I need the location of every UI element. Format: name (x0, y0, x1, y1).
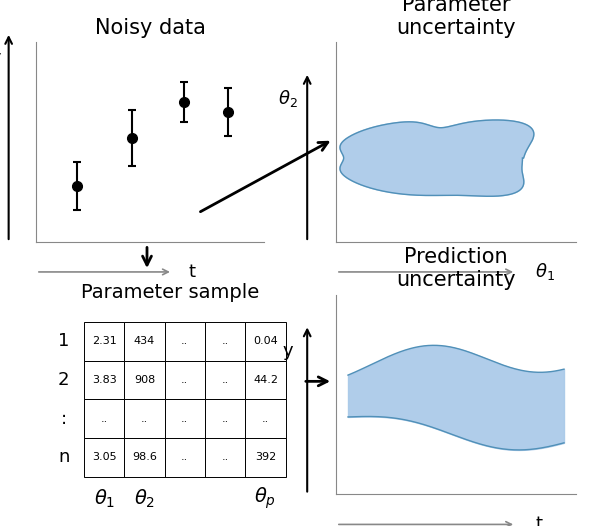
Bar (84, 399, 124, 438)
Polygon shape (340, 120, 534, 196)
Text: 2.31: 2.31 (92, 336, 116, 346)
Bar (205, 399, 245, 438)
Bar (164, 438, 205, 477)
Bar (124, 399, 164, 438)
Text: :: : (61, 410, 67, 428)
Text: 434: 434 (134, 336, 155, 346)
Title: Parameter
uncertainty: Parameter uncertainty (396, 0, 516, 38)
Bar (245, 438, 286, 477)
Text: 392: 392 (255, 452, 276, 462)
Bar (245, 399, 286, 438)
Bar (84, 438, 124, 477)
Text: y: y (283, 341, 293, 360)
Text: ..: .. (101, 413, 108, 424)
Text: 1: 1 (58, 332, 70, 350)
Text: t: t (189, 263, 196, 281)
Bar (205, 361, 245, 399)
Text: $\theta_2$: $\theta_2$ (134, 488, 155, 510)
Text: ..: .. (181, 336, 188, 346)
Text: y: y (0, 48, 1, 67)
Title: Prediction
uncertainty: Prediction uncertainty (396, 247, 516, 290)
Text: ..: .. (221, 336, 229, 346)
Text: ..: .. (141, 413, 148, 424)
Text: 3.05: 3.05 (92, 452, 116, 462)
Bar (245, 361, 286, 399)
Bar (164, 322, 205, 361)
Bar (164, 399, 205, 438)
Text: ..: .. (221, 375, 229, 385)
Text: t: t (535, 515, 542, 526)
Text: $\theta_1$: $\theta_1$ (94, 488, 115, 510)
Bar (84, 322, 124, 361)
Text: ..: .. (181, 375, 188, 385)
Text: 98.6: 98.6 (132, 452, 157, 462)
Bar (124, 322, 164, 361)
Text: 3.83: 3.83 (92, 375, 116, 385)
Bar (205, 322, 245, 361)
Text: $\theta_p$: $\theta_p$ (254, 486, 277, 511)
Text: 2: 2 (58, 371, 70, 389)
Bar (124, 361, 164, 399)
Text: ..: .. (221, 452, 229, 462)
Bar (84, 361, 124, 399)
Text: ..: .. (262, 413, 269, 424)
Bar (205, 438, 245, 477)
Title: Noisy data: Noisy data (95, 18, 205, 38)
Text: $\theta_1$: $\theta_1$ (535, 261, 555, 282)
Text: $\theta_2$: $\theta_2$ (278, 87, 298, 108)
Text: ..: .. (221, 413, 229, 424)
Text: ..: .. (181, 413, 188, 424)
Text: ..: .. (181, 452, 188, 462)
Text: n: n (58, 448, 70, 467)
Bar (164, 361, 205, 399)
Text: Parameter sample: Parameter sample (81, 283, 260, 302)
Bar (124, 438, 164, 477)
Bar (245, 322, 286, 361)
Text: 0.04: 0.04 (253, 336, 278, 346)
Text: 908: 908 (134, 375, 155, 385)
Text: 44.2: 44.2 (253, 375, 278, 385)
